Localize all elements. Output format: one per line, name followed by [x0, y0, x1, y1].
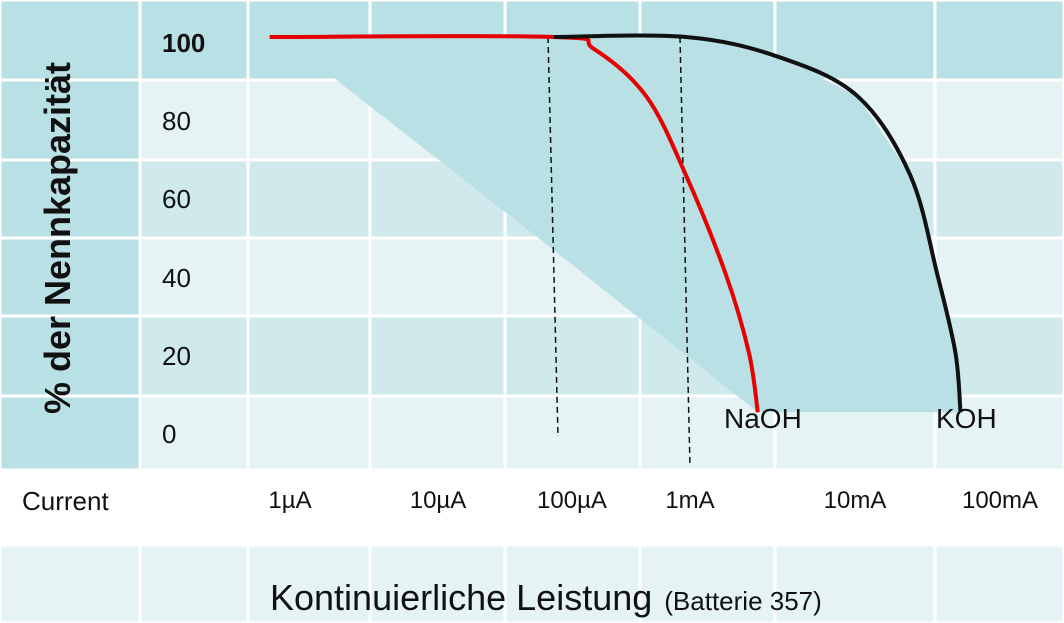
- table-cell: [773, 543, 937, 623]
- series-line-naoh: [269, 34, 760, 413]
- x-tick-label: 10µA: [410, 487, 467, 514]
- x-row-label: Current: [22, 486, 109, 516]
- table-cell: [933, 543, 1064, 623]
- table-cell: [246, 158, 372, 240]
- table-cell: [503, 543, 642, 623]
- table-cell: [503, 468, 642, 547]
- y-tick-label: 100: [162, 28, 205, 58]
- table-cell: [933, 0, 1064, 82]
- table-cell: [933, 468, 1064, 547]
- table-cell: [138, 394, 250, 472]
- x-ticks: 1µA 10µA 100µA 1mA 10mA 100mA: [268, 487, 1038, 514]
- y-axis-label: % der Nennkapazität: [37, 62, 78, 414]
- table-cell: [138, 236, 250, 318]
- table-cell: [368, 394, 507, 472]
- series-line-koh: [553, 33, 963, 413]
- table-cell: [638, 394, 777, 472]
- table-cell: [933, 236, 1064, 318]
- y-ticks: 100 80 60 40 20 0: [162, 28, 205, 449]
- table-cell: [773, 468, 937, 547]
- table-cell: [0, 394, 142, 472]
- y-tick-label: 20: [162, 341, 191, 371]
- x-axis-label: Kontinuierliche Leistung (Batterie 357): [270, 577, 822, 618]
- table-cell: [246, 394, 372, 472]
- table-cell: [0, 78, 142, 162]
- table-cell: [246, 78, 372, 162]
- table-cell: [138, 543, 250, 623]
- table-cell: [368, 236, 507, 318]
- series-label-naoh: NaOH: [724, 403, 802, 434]
- capacity-band: [269, 37, 961, 413]
- y-tick-label: 60: [162, 184, 191, 214]
- table-cell: [138, 158, 250, 240]
- x-tick-label: 100mA: [962, 487, 1038, 514]
- y-tick-label: 40: [162, 263, 191, 293]
- table-cell: [933, 78, 1064, 162]
- table-cell: [138, 314, 250, 398]
- table-cell: [138, 468, 250, 547]
- y-tick-label: 0: [162, 419, 176, 449]
- series-label-koh: KOH: [936, 403, 997, 434]
- table-cell: [138, 78, 250, 162]
- dashed-marker-100µA: [547, 36, 559, 438]
- x-tick-label: 1mA: [665, 487, 714, 514]
- table-cell: [503, 394, 642, 472]
- table-cell: [0, 543, 142, 623]
- dashed-markers: [547, 36, 691, 468]
- table-cell: [368, 314, 507, 398]
- table-cell: [933, 158, 1064, 240]
- table-cell: [246, 314, 372, 398]
- dashed-marker-1mA: [679, 36, 691, 468]
- table-cell: [638, 543, 777, 623]
- table-cell: [138, 0, 250, 82]
- x-tick-label: 100µA: [537, 487, 607, 514]
- table-cell: [368, 468, 507, 547]
- y-tick-label: 80: [162, 106, 191, 136]
- table-cell: [0, 158, 142, 240]
- table-cell: [503, 314, 642, 398]
- table-cell: [246, 236, 372, 318]
- x-axis-main-label: Kontinuierliche Leistung: [270, 577, 652, 618]
- table-cell: [246, 543, 372, 623]
- x-tick-label: 1µA: [268, 487, 311, 514]
- x-tick-label: 10mA: [824, 487, 887, 514]
- x-axis-note: (Batterie 357): [664, 586, 822, 616]
